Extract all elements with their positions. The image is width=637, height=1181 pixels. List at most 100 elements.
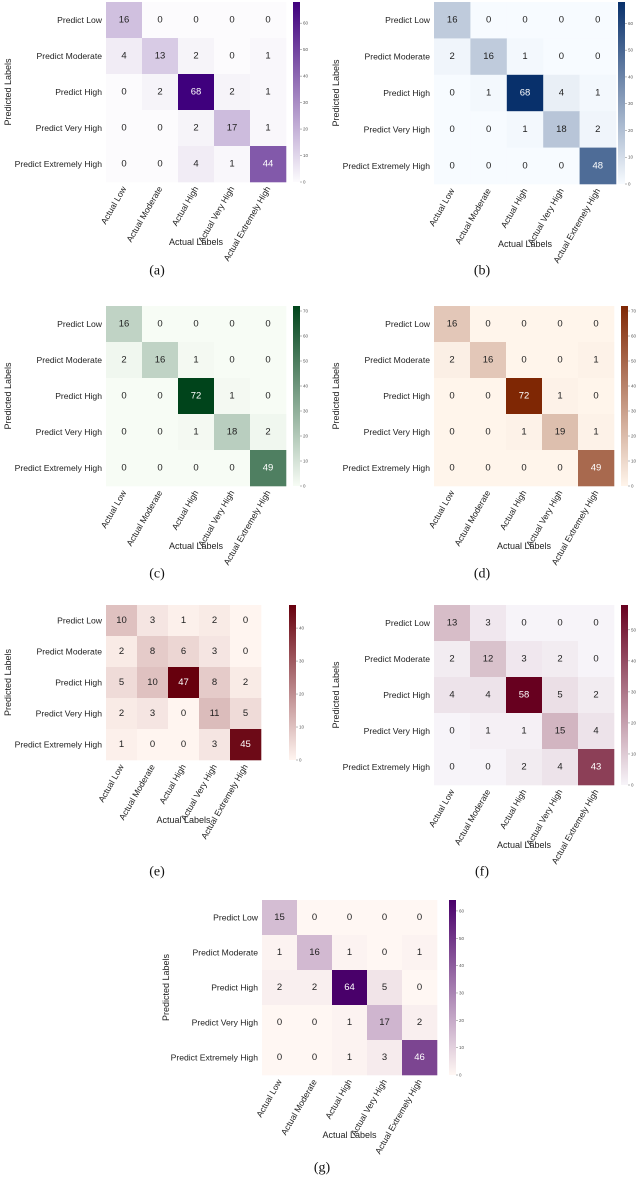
heatmap-cell <box>214 306 251 343</box>
cell-value-label: 43 <box>591 762 602 773</box>
heatmap-cell <box>542 641 579 678</box>
heatmap-cell <box>142 414 179 451</box>
heatmap-cell <box>542 749 579 786</box>
colorbar <box>289 605 296 760</box>
column-tick-label: Actual High <box>498 787 529 830</box>
cell-value-label: 0 <box>521 463 526 474</box>
column-tick-label: Actual High <box>499 186 530 229</box>
heatmap-cell <box>578 306 615 343</box>
heatmap-cell <box>506 342 543 379</box>
cell-value-label: 0 <box>449 463 454 474</box>
heatmap-cell <box>262 1040 298 1076</box>
heatmap-cell <box>506 641 543 678</box>
heatmap-cell <box>142 450 179 487</box>
heatmap-cell <box>506 605 543 642</box>
heatmap-cell <box>262 900 298 936</box>
colorbar-tick-label: 10 <box>303 459 309 464</box>
row-tick-label: Predict Very High <box>36 123 103 133</box>
colorbar-tick-label: 10 <box>303 153 309 158</box>
heatmap-cell <box>214 450 251 487</box>
y-axis-label: Predicted Labels <box>3 648 13 716</box>
cell-value-label: 8 <box>212 677 217 688</box>
colorbar-tick-label: 50 <box>303 47 309 52</box>
cell-value-label: 0 <box>450 88 455 99</box>
colorbar-tick-label: 20 <box>303 127 309 132</box>
heatmap-cell <box>106 378 143 415</box>
heatmap-cell <box>579 38 617 76</box>
heatmap-cell <box>178 342 215 379</box>
cell-value-label: 12 <box>483 654 494 665</box>
colorbar-tick-label: 30 <box>631 689 637 694</box>
heatmap-cell <box>137 667 169 699</box>
cell-value-label: 0 <box>382 947 387 958</box>
cell-value-label: 0 <box>417 912 422 923</box>
cell-value-label: 68 <box>191 87 202 98</box>
colorbar-tick-label: 20 <box>299 692 305 697</box>
cell-value-label: 0 <box>121 87 126 98</box>
heatmap-cell <box>262 970 298 1006</box>
heatmap-cell <box>168 636 200 668</box>
cell-value-label: 2 <box>521 762 526 773</box>
cell-value-label: 45 <box>240 739 251 750</box>
heatmap-cell <box>250 110 287 147</box>
heatmap-cell <box>297 900 333 936</box>
cell-value-label: 0 <box>449 391 454 402</box>
heatmap-cell <box>506 414 543 451</box>
cell-value-label: 2 <box>212 615 217 626</box>
cell-value-label: 0 <box>150 739 155 750</box>
cell-value-label: 0 <box>157 123 162 134</box>
cell-value-label: 0 <box>229 51 234 62</box>
cell-value-label: 1 <box>593 355 598 366</box>
cell-value-label: 2 <box>119 646 124 657</box>
cell-value-label: 2 <box>265 427 270 438</box>
cell-value-label: 0 <box>450 124 455 135</box>
heatmap-cell <box>106 605 138 637</box>
heatmap-cell <box>578 378 615 415</box>
y-axis-label: Predicted Labels <box>3 362 13 430</box>
cell-value-label: 1 <box>557 391 562 402</box>
column-tick-label: Actual Low <box>99 184 129 226</box>
heatmap-cell <box>506 450 543 487</box>
colorbar-tick-label: 40 <box>303 384 309 389</box>
heatmap-cell <box>506 378 543 415</box>
x-axis-label: Actual Labels <box>156 815 211 825</box>
cell-value-label: 1 <box>265 123 270 134</box>
row-tick-label: Predict High <box>383 690 430 700</box>
cell-value-label: 0 <box>557 319 562 330</box>
heatmap-cell <box>402 935 438 971</box>
colorbar-tick-label: 20 <box>628 128 634 133</box>
cell-value-label: 2 <box>121 355 126 366</box>
heatmap-cell <box>230 729 262 761</box>
heatmap-cell <box>367 935 403 971</box>
panel-caption: (e) <box>149 865 165 880</box>
x-axis-label: Actual Labels <box>498 239 553 249</box>
cell-value-label: 6 <box>181 646 186 657</box>
column-tick-label: Actual Moderate <box>452 488 492 547</box>
heatmap-cell <box>178 146 215 183</box>
heatmap-cell <box>106 698 138 730</box>
panel-caption: (g) <box>314 1161 331 1176</box>
cell-value-label: 0 <box>265 355 270 366</box>
row-tick-label: Predict Moderate <box>37 355 103 365</box>
heatmap-cell <box>543 111 580 148</box>
heatmap-cell <box>579 2 617 39</box>
colorbar-tick-label: 50 <box>459 936 465 941</box>
cell-value-label: 3 <box>521 654 526 665</box>
colorbar <box>449 900 456 1075</box>
cell-value-label: 44 <box>263 159 274 170</box>
heatmap-cell <box>543 38 580 76</box>
heatmap-cell <box>142 342 179 379</box>
cell-value-label: 2 <box>157 87 162 98</box>
heatmap-cell <box>297 1005 333 1041</box>
heatmap-cell <box>543 74 580 112</box>
row-tick-label: Predict Moderate <box>365 52 431 62</box>
row-tick-label: Predict Extremely High <box>15 159 103 169</box>
row-tick-label: Predict High <box>55 87 102 97</box>
cell-value-label: 10 <box>147 677 158 688</box>
cell-value-label: 0 <box>312 1017 317 1028</box>
heatmap-cell <box>506 306 543 343</box>
column-tick-label: Actual Low <box>254 1077 284 1119</box>
